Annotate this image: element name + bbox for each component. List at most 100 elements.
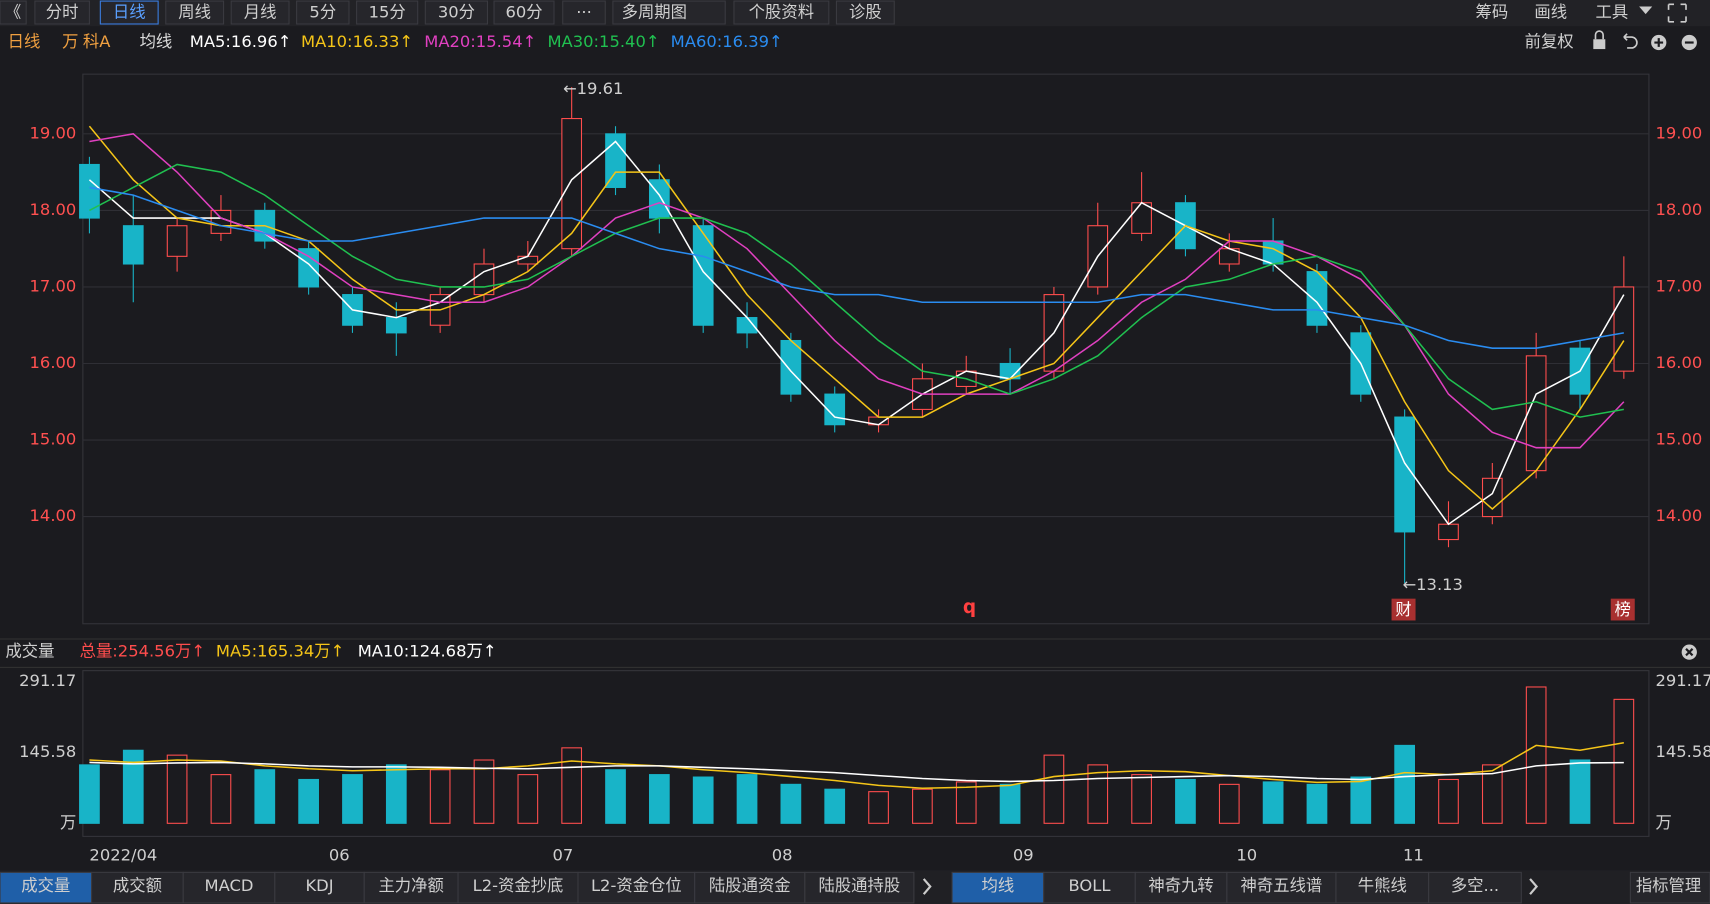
toolbar-label[interactable]: 5分 — [309, 3, 336, 22]
tab[interactable] — [0, 871, 93, 904]
indicator-label: 科A — [83, 32, 111, 51]
tab[interactable] — [91, 871, 184, 904]
event-marker-bg — [1391, 598, 1416, 621]
toolbar-label[interactable]: 分时 — [46, 3, 79, 22]
volume-bar — [1043, 754, 1065, 824]
tab[interactable] — [363, 871, 459, 904]
toolbar-label[interactable]: 《 — [5, 3, 21, 22]
tab-label[interactable]: MACD — [205, 876, 254, 895]
tab-label[interactable]: 陆股通持股 — [818, 876, 900, 895]
y-tick-label-right: 18.00 — [1655, 200, 1702, 219]
toolbar-button[interactable] — [34, 0, 90, 25]
x-tick-label: 11 — [1403, 846, 1424, 865]
candle-body — [122, 225, 144, 265]
tab-label[interactable]: L2-资金仓位 — [591, 876, 682, 895]
tab-label[interactable]: KDJ — [305, 876, 333, 895]
tab-label[interactable]: 主力净额 — [378, 876, 443, 895]
tab-label[interactable]: 均线 — [982, 876, 1015, 895]
y-tick-label-right: 15.00 — [1655, 430, 1702, 449]
dropdown-icon[interactable] — [1639, 6, 1653, 15]
tab[interactable] — [1629, 871, 1710, 904]
tab[interactable] — [1335, 871, 1430, 904]
toolbar-button[interactable] — [424, 0, 489, 25]
event-marker[interactable]: 财 — [1395, 600, 1411, 619]
toolbar-button[interactable] — [0, 0, 27, 25]
toolbar-label[interactable]: 日线 — [113, 3, 146, 22]
toolbar-button[interactable] — [165, 0, 225, 25]
tab-label[interactable]: 神奇五线谱 — [1241, 876, 1323, 895]
y-tick-label-right: 19.00 — [1655, 123, 1702, 142]
toolbar-label[interactable]: 月线 — [244, 3, 277, 22]
toolbar-label[interactable]: 周线 — [178, 3, 211, 22]
tab-label[interactable]: 牛熊线 — [1358, 876, 1407, 895]
event-marker[interactable]: 榜 — [1615, 600, 1631, 619]
volume-bar — [385, 764, 407, 824]
toolbar-label[interactable]: 30分 — [438, 3, 475, 22]
candle-body — [210, 209, 232, 234]
tab[interactable] — [274, 871, 365, 904]
ma-line — [89, 761, 1624, 783]
volume-bar — [999, 783, 1021, 824]
toolbar-button[interactable] — [99, 0, 159, 25]
toolbar-label[interactable]: 60分 — [505, 3, 542, 22]
event-marker[interactable]: q — [963, 597, 976, 618]
y-tick-label-right: 291.17 — [1655, 671, 1710, 690]
tab-label[interactable]: 成交量 — [21, 876, 70, 895]
toolbar-label[interactable]: 15分 — [369, 3, 406, 22]
tab-label[interactable]: 神奇九转 — [1148, 876, 1213, 895]
tab-label[interactable]: 陆股通资金 — [709, 876, 791, 895]
toolbar-label[interactable]: 画线 — [1534, 3, 1567, 22]
volume-bar — [79, 764, 100, 824]
toolbar-button[interactable] — [296, 0, 350, 25]
toolbar-button[interactable] — [835, 0, 895, 25]
toolbar-button[interactable] — [493, 0, 555, 25]
toolbar-button[interactable] — [562, 0, 606, 25]
y-tick-label: 18.00 — [30, 200, 77, 219]
tab-label[interactable]: L2-资金抄底 — [473, 876, 564, 895]
lock-icon[interactable] — [1593, 39, 1606, 50]
scroll-arrow[interactable] — [922, 878, 932, 895]
volume-bar — [561, 747, 583, 824]
candle-body — [1525, 355, 1547, 472]
tab[interactable] — [182, 871, 276, 904]
y-tick-label-right: 14.00 — [1655, 506, 1702, 525]
ma-line — [89, 163, 1624, 418]
toolbar-label[interactable]: 工具 — [1595, 3, 1628, 22]
toolbar-button[interactable] — [230, 0, 290, 25]
lock-icon[interactable] — [1594, 30, 1604, 40]
tab[interactable] — [1226, 871, 1337, 904]
adjust-mode[interactable]: 前复权 — [1525, 32, 1574, 51]
tab-label[interactable]: 多空... — [1451, 876, 1499, 895]
close-icon[interactable] — [1685, 648, 1694, 657]
tab[interactable] — [1428, 871, 1522, 904]
y-tick-label: 145.58 — [19, 742, 76, 761]
tab-label[interactable]: BOLL — [1068, 876, 1111, 895]
tab[interactable] — [1134, 871, 1228, 904]
annotation: ←19.61 — [563, 79, 623, 98]
undo-icon[interactable] — [1623, 33, 1638, 49]
volume-bar — [1262, 781, 1284, 824]
toolbar-label[interactable]: 多周期图 — [622, 3, 687, 22]
tab[interactable] — [1043, 871, 1136, 904]
tab-label[interactable]: 成交额 — [113, 876, 162, 895]
volume-bar — [517, 774, 539, 824]
toolbar-label[interactable]: 个股资料 — [749, 3, 814, 22]
tab[interactable] — [577, 871, 696, 904]
toolbar-button[interactable] — [356, 0, 419, 25]
zoom-in-icon[interactable] — [1654, 38, 1664, 47]
ma-line — [89, 742, 1624, 790]
toolbar-button[interactable] — [612, 0, 726, 25]
toolbar-label[interactable]: 诊股 — [849, 3, 882, 22]
tab[interactable] — [694, 871, 806, 904]
tab-label[interactable]: 指标管理 — [1636, 876, 1701, 895]
tab[interactable] — [951, 871, 1045, 904]
scroll-arrow[interactable] — [1529, 878, 1539, 895]
toolbar-label[interactable]: 筹码 — [1476, 3, 1509, 22]
tab[interactable] — [804, 871, 915, 904]
tab[interactable] — [457, 871, 579, 904]
indicator-label: 均线 — [140, 32, 173, 51]
toolbar-label[interactable]: ··· — [576, 3, 592, 22]
fullscreen-icon[interactable] — [1667, 3, 1687, 23]
toolbar-button[interactable] — [733, 0, 830, 25]
